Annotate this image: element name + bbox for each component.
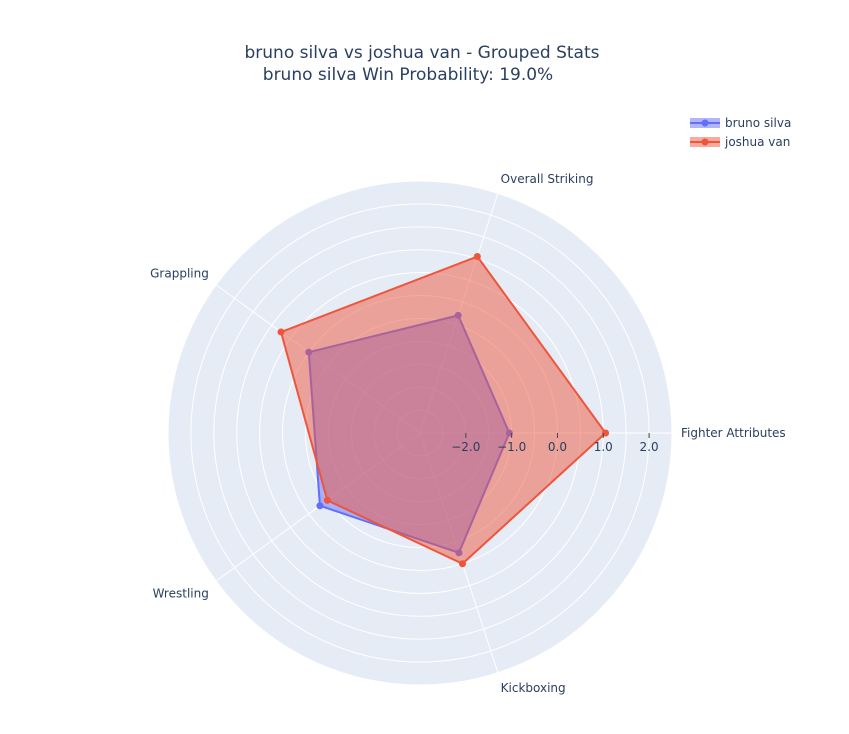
tick-label: 1.0 — [594, 440, 613, 454]
legend[interactable]: bruno silva joshua van — [690, 116, 791, 149]
legend-item[interactable]: joshua van — [690, 135, 790, 149]
legend-marker — [701, 119, 709, 127]
data-point[interactable] — [473, 253, 481, 261]
axis-label: Overall Striking — [501, 172, 594, 186]
data-point[interactable] — [277, 328, 285, 336]
series-area — [279, 255, 607, 565]
tick-label: 0.0 — [548, 440, 567, 454]
legend-label: bruno silva — [725, 116, 791, 130]
data-point[interactable] — [602, 429, 610, 437]
axis-label: Grappling — [150, 267, 209, 281]
legend-label: joshua van — [724, 135, 790, 149]
axis-label: Kickboxing — [501, 681, 566, 695]
chart-subtitle: bruno silva Win Probability: 19.0% — [263, 65, 553, 85]
series-joshua-van — [277, 253, 610, 568]
axis-labels: Fighter Attributes Overall Striking Grappl… — [150, 172, 786, 695]
legend-marker — [701, 138, 709, 146]
data-point[interactable] — [323, 496, 331, 504]
data-point[interactable] — [458, 560, 466, 568]
axis-label: Wrestling — [153, 586, 209, 600]
radial-ticks: −2.0 −1.0 0.0 1.0 2.0 — [451, 433, 659, 454]
series-layer — [277, 253, 610, 568]
tick-label: −2.0 — [451, 440, 480, 454]
tick-label: −1.0 — [497, 440, 526, 454]
tick-label: 2.0 — [640, 440, 659, 454]
chart-title: bruno silva vs joshua van - Grouped Stat… — [245, 43, 600, 63]
legend-item[interactable]: bruno silva — [690, 116, 791, 130]
data-point[interactable] — [316, 502, 324, 510]
axis-label: Fighter Attributes — [681, 426, 786, 440]
